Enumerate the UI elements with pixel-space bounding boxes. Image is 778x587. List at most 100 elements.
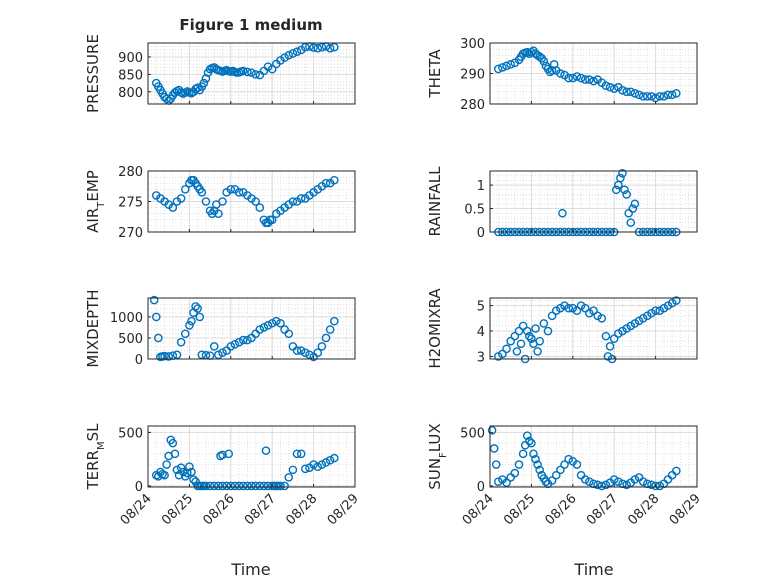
y-axis-label: MIXDEPTH [84, 289, 102, 367]
data-point [218, 450, 227, 460]
data-point [189, 475, 198, 484]
data-point [263, 321, 273, 330]
data-points [151, 175, 339, 228]
data-point [197, 350, 207, 360]
data-point [672, 296, 681, 305]
data-point [185, 321, 194, 330]
data-point [251, 481, 260, 491]
data-point [329, 316, 339, 326]
data-point [510, 468, 520, 478]
data-point [564, 454, 573, 464]
data-point [651, 306, 660, 316]
data-point [292, 449, 302, 459]
data-point [214, 481, 223, 491]
data-point [261, 446, 271, 455]
data-point [634, 90, 644, 100]
axes-background [148, 426, 355, 487]
data-point [191, 302, 200, 311]
subplot-mixdepth: 0 500 1000 MIXDEPTH [84, 289, 356, 368]
data-point [502, 61, 511, 71]
data-point [187, 467, 196, 477]
x-tick-label: 08/26 [201, 491, 238, 528]
data-point [531, 454, 540, 464]
data-point [493, 477, 503, 486]
data-point [329, 175, 339, 185]
axes-background [490, 171, 697, 232]
data-point [622, 480, 631, 490]
data-point [643, 92, 652, 101]
data-point [609, 475, 619, 484]
data-point [272, 316, 281, 326]
data-point [605, 341, 615, 351]
data-point [292, 346, 302, 355]
data-point [313, 462, 323, 471]
data-point [164, 352, 173, 361]
data-point [321, 333, 331, 343]
axes-background [148, 298, 355, 359]
data-point [568, 73, 578, 83]
data-point [214, 350, 223, 360]
data-point [160, 351, 169, 361]
data-point [489, 444, 499, 453]
data-point [317, 460, 327, 469]
data-point [491, 460, 501, 469]
data-point [543, 326, 553, 336]
data-point [663, 90, 673, 100]
y-axis-label: SUNFLUX [426, 423, 449, 489]
data-point [267, 215, 277, 225]
axes-box [147, 297, 356, 360]
data-point [301, 42, 310, 52]
data-point [672, 466, 681, 476]
data-point [516, 339, 526, 349]
subplot-rainfall: 0 0.5 1 RAINFALL [426, 166, 698, 241]
data-points [151, 435, 339, 491]
data-point [154, 333, 163, 343]
data-point [527, 334, 536, 343]
y-tick-label: 3 [477, 350, 485, 365]
data-point [284, 329, 294, 339]
data-point [185, 462, 194, 471]
data-point [580, 75, 590, 84]
data-point [255, 325, 265, 334]
data-point [522, 326, 532, 336]
x-tick-label: 08/28 [625, 491, 662, 528]
y-tick-label: 4 [477, 325, 485, 340]
y-tick-label: 500 [118, 426, 143, 441]
data-point [168, 438, 178, 448]
data-point [601, 480, 611, 490]
data-point [255, 203, 265, 212]
data-point [201, 197, 211, 206]
data-point [263, 481, 273, 491]
data-point [638, 92, 648, 101]
data-point [243, 67, 252, 77]
axes-box [147, 42, 356, 105]
data-point [618, 169, 627, 178]
data-point [601, 81, 611, 90]
figure-title: Figure 1 medium [179, 16, 322, 34]
data-point [580, 303, 590, 313]
y-axis-label: THETA [426, 49, 444, 99]
data-point [276, 318, 285, 328]
y-axis-label: H2OMIXRA [426, 288, 444, 369]
data-point [506, 336, 516, 346]
data-point [243, 335, 252, 345]
data-point [321, 458, 331, 467]
data-point [251, 70, 260, 79]
data-point [535, 336, 544, 346]
data-point [325, 455, 335, 465]
data-point [589, 76, 598, 86]
subplot-terr-msl: 08/24 08/25 08/26 08/27 08/28 08/29 0 500 TERRMS… [84, 423, 362, 528]
x-tick-label: 08/25 [159, 491, 196, 528]
axes-box [489, 425, 698, 488]
data-point [209, 481, 219, 491]
data-point [539, 319, 549, 328]
data-point [547, 476, 557, 485]
data-point [502, 478, 511, 488]
data-point [518, 449, 528, 459]
y-tick-label: 5 [477, 300, 485, 315]
data-point [214, 209, 223, 218]
data-point [201, 481, 211, 491]
data-point [224, 449, 234, 459]
data-point [301, 348, 310, 357]
data-point [522, 431, 532, 440]
